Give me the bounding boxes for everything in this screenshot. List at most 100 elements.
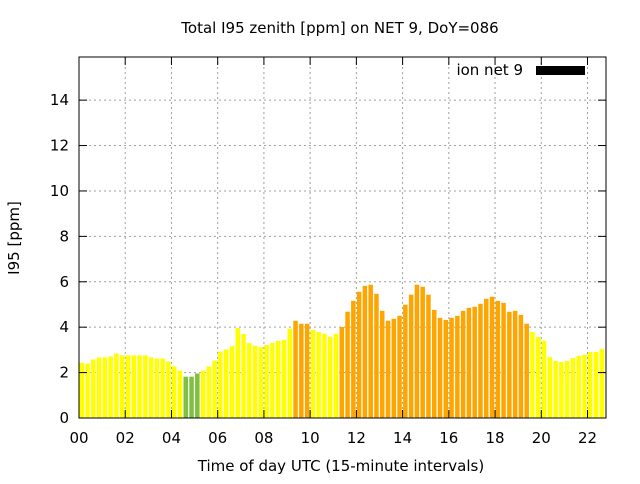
bar xyxy=(403,304,408,418)
bar xyxy=(449,317,454,418)
bar xyxy=(576,355,581,418)
bar xyxy=(443,319,449,418)
bar xyxy=(143,355,148,418)
x-tick-label: 12 xyxy=(347,429,366,447)
bar xyxy=(593,351,599,418)
y-tick-label: 2 xyxy=(59,364,69,382)
bar xyxy=(189,376,194,418)
bar xyxy=(582,354,587,418)
legend-swatch xyxy=(536,66,585,75)
bar xyxy=(91,359,96,418)
x-tick-label: 02 xyxy=(116,429,135,447)
bar xyxy=(327,336,333,418)
bar xyxy=(183,376,189,418)
bar xyxy=(391,318,397,418)
bar xyxy=(431,309,437,418)
y-tick-label: 6 xyxy=(59,273,69,291)
y-tick-label: 0 xyxy=(59,409,69,427)
bar xyxy=(200,370,206,418)
bar xyxy=(108,356,113,418)
bar xyxy=(489,296,495,418)
bar xyxy=(137,355,142,418)
bar xyxy=(125,355,131,418)
bar xyxy=(287,328,293,418)
y-axis-label: I95 [ppm] xyxy=(5,201,23,275)
bar xyxy=(154,358,160,418)
bar xyxy=(148,357,154,418)
bar xyxy=(79,362,85,418)
bar xyxy=(258,346,264,418)
bar xyxy=(483,298,489,418)
bar xyxy=(374,293,379,418)
bar xyxy=(478,303,483,418)
bar xyxy=(397,315,402,418)
bar xyxy=(408,294,414,418)
bar xyxy=(466,307,472,418)
bar xyxy=(339,326,345,418)
bar xyxy=(362,285,368,418)
bar xyxy=(420,286,425,418)
legend-label: ion net 9 xyxy=(456,61,523,79)
bar xyxy=(495,300,501,418)
bar xyxy=(599,348,605,418)
x-tick-label: 10 xyxy=(301,429,320,447)
bar xyxy=(512,310,518,418)
bar xyxy=(247,343,252,418)
bar xyxy=(472,306,477,418)
bar xyxy=(345,311,350,418)
y-tick-label: 8 xyxy=(59,227,69,245)
bar xyxy=(235,328,241,418)
bar xyxy=(426,294,431,418)
bar xyxy=(518,314,524,418)
bar xyxy=(536,336,541,418)
bar xyxy=(102,357,108,418)
bar xyxy=(564,361,570,418)
bar xyxy=(414,284,420,418)
bar xyxy=(223,349,229,418)
bar xyxy=(322,333,327,418)
bars xyxy=(79,284,606,418)
x-tick-label: 00 xyxy=(69,429,88,447)
bar xyxy=(385,320,391,418)
bar xyxy=(281,339,287,418)
bar xyxy=(588,351,593,418)
y-tick-label: 4 xyxy=(59,318,69,336)
x-tick-label: 22 xyxy=(578,429,597,447)
bar xyxy=(530,331,535,418)
bar xyxy=(166,361,171,418)
legend: ion net 9 xyxy=(456,61,585,79)
bar xyxy=(559,361,564,418)
bar xyxy=(304,323,310,418)
bar xyxy=(195,373,200,418)
bar xyxy=(368,284,373,418)
bar xyxy=(547,356,553,418)
bar xyxy=(570,357,576,418)
x-tick-label: 04 xyxy=(162,429,181,447)
bar xyxy=(293,320,298,418)
bar xyxy=(131,355,137,418)
bar xyxy=(252,345,258,418)
bar xyxy=(356,291,362,418)
bar xyxy=(541,340,547,418)
bar xyxy=(114,353,119,418)
y-tick-label: 14 xyxy=(50,91,69,109)
x-axis-label: Time of day UTC (15-minute intervals) xyxy=(197,457,484,475)
bar xyxy=(333,333,339,418)
y-tick-label: 10 xyxy=(50,182,69,200)
bar xyxy=(218,351,223,418)
plot-frame xyxy=(78,56,607,419)
bar xyxy=(553,361,558,418)
x-tick-label: 08 xyxy=(254,429,273,447)
bar xyxy=(310,329,316,418)
bar xyxy=(177,370,183,418)
bar xyxy=(212,360,217,418)
bar xyxy=(460,310,466,418)
bar xyxy=(264,344,269,418)
bar xyxy=(299,323,304,418)
x-tick-label: 16 xyxy=(439,429,458,447)
bar xyxy=(241,333,246,418)
bar xyxy=(85,363,90,418)
